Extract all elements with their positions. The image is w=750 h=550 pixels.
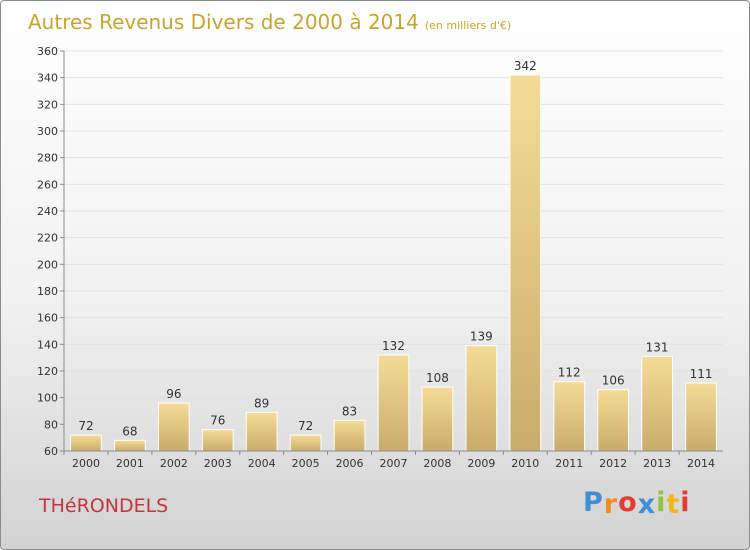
y-tick-label: 260: [37, 178, 58, 191]
bar: [685, 382, 717, 452]
bar: [509, 74, 542, 452]
bar-value-label: 139: [470, 330, 493, 344]
y-tick-label: 60: [44, 445, 58, 458]
bar-value-label: 342: [514, 59, 537, 73]
proxiti-logo: Proxiti: [583, 487, 691, 520]
bar-value-label: 96: [166, 387, 181, 401]
logo-letter: o: [618, 487, 638, 518]
y-tick-label: 140: [37, 338, 58, 351]
y-tick-label: 160: [37, 312, 58, 325]
bar: [157, 402, 190, 452]
x-tick-label: 2009: [467, 457, 495, 470]
bar: [465, 345, 498, 452]
x-tick-label: 2003: [204, 457, 232, 470]
x-tick-label: 2005: [292, 457, 320, 470]
bar: [377, 354, 410, 452]
y-tick-label: 340: [37, 72, 58, 85]
bar: [597, 389, 630, 452]
labels: 2000 72 2001 68 2002 96 2003 76 2004 89 2005 72 2006…: [72, 59, 715, 470]
bar-value-label: 83: [342, 404, 357, 418]
bar: [114, 439, 146, 452]
bar-value-label: 72: [78, 419, 93, 433]
y-tick-label: 240: [37, 205, 58, 218]
logo-letter: t: [666, 489, 681, 520]
bar-value-label: 132: [382, 339, 405, 353]
x-tick-label: 2001: [116, 457, 144, 470]
logo-letter: P: [583, 487, 604, 518]
bar-value-label: 112: [558, 366, 581, 380]
x-tick-label: 2004: [248, 457, 276, 470]
logo-letter: i: [656, 487, 667, 518]
bar: [641, 355, 673, 452]
y-tick-label: 360: [37, 45, 58, 58]
logo-letter: i: [680, 487, 691, 518]
x-tick-label: 2013: [643, 457, 671, 470]
axes: 60 80 100 120 140 160 180 200 220 240 260 280 300 320…: [37, 45, 723, 458]
chart-title: Autres Revenus Divers de 2000 à 2014 (en …: [28, 10, 511, 34]
bar-value-label: 76: [210, 414, 225, 428]
y-tick-label: 180: [37, 285, 58, 298]
x-tick-label: 2014: [687, 457, 715, 470]
bar-value-label: 72: [298, 419, 313, 433]
bar: [289, 434, 322, 452]
y-tick-label: 120: [37, 365, 58, 378]
y-tick-label: 280: [37, 152, 58, 165]
bar-value-label: 131: [646, 340, 669, 354]
bar-value-label: 68: [122, 424, 137, 438]
chart-unit-note: (en milliers d'€): [424, 19, 512, 32]
place-name: THéRONDELS: [39, 495, 169, 517]
bar-value-label: 89: [254, 396, 269, 410]
x-tick-label: 2002: [160, 457, 188, 470]
chart-title-text: Autres Revenus Divers de 2000 à 2014: [28, 10, 419, 34]
bar: [245, 411, 278, 452]
y-tick-label: 220: [37, 232, 58, 245]
y-tick-label: 320: [37, 98, 58, 111]
bar: [333, 419, 366, 452]
bar: [421, 386, 454, 452]
x-tick-label: 2006: [336, 457, 364, 470]
bar-value-label: 108: [426, 371, 449, 385]
x-tick-label: 2012: [599, 457, 627, 470]
bar-value-label: 106: [602, 374, 625, 388]
bar: [70, 434, 102, 452]
y-tick-label: 200: [37, 258, 58, 271]
logo-letter: x: [637, 489, 657, 520]
x-tick-label: 2000: [72, 457, 100, 470]
logo-letter: r: [603, 489, 619, 520]
bar-value-label: 111: [690, 367, 713, 381]
y-tick-label: 80: [44, 418, 58, 431]
x-tick-label: 2010: [511, 457, 539, 470]
y-tick-label: 100: [37, 392, 58, 405]
x-tick-label: 2011: [555, 457, 583, 470]
bar: [553, 381, 586, 452]
bar: [201, 429, 234, 452]
y-tick-label: 300: [37, 125, 58, 138]
x-tick-label: 2007: [380, 457, 408, 470]
x-tick-label: 2008: [423, 457, 451, 470]
